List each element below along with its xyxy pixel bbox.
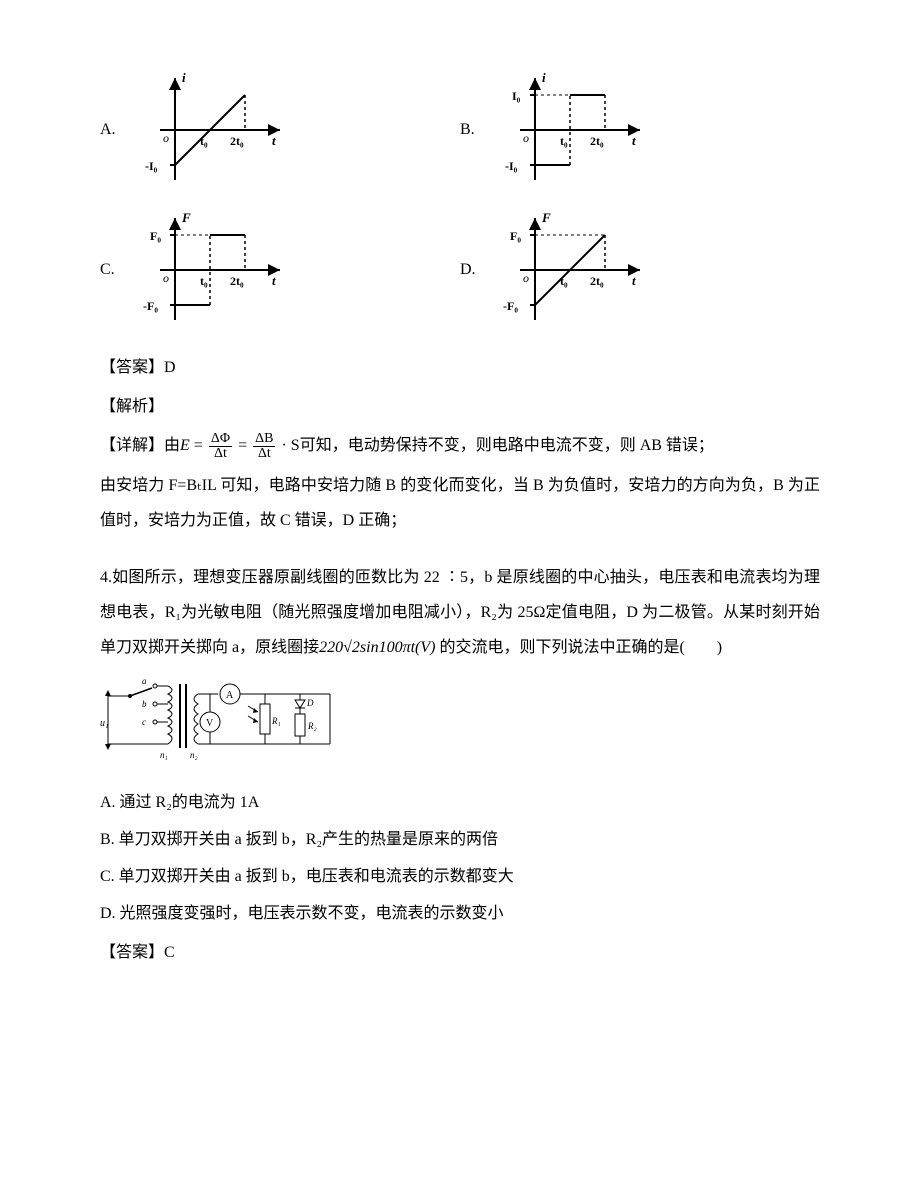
q4-stem-2: 的交流电，则下列说法中正确的是( ) xyxy=(439,639,722,656)
svg-text:2t₀: 2t₀ xyxy=(590,274,604,288)
q4-option-b: B. 单刀双掷开关由 a 扳到 b，R₂产生的热量是原来的两倍 xyxy=(100,822,820,857)
frac-1: ΔΦΔt xyxy=(209,432,232,461)
graph-row-2: C. F t o t₀ 2t₀ -F₀ F₀ xyxy=(100,210,820,330)
svg-text:o: o xyxy=(163,271,169,285)
origin-label: o xyxy=(163,131,169,145)
option-b-cell: B. i t o t₀ 2t₀ -I₀ I₀ xyxy=(460,70,820,190)
q4-stem-eq: 220√2sin100πt(V) xyxy=(319,639,435,656)
q4-option-a: A. 通过 R₂的电流为 1A xyxy=(100,785,820,820)
option-d-label: D. xyxy=(460,252,490,287)
svg-text:t: t xyxy=(272,273,276,288)
svg-text:R₂: R₂ xyxy=(307,721,317,731)
option-a-label: A. xyxy=(100,112,130,147)
option-a-cell: A. i t o t₀ 2t₀ -I₀ xyxy=(100,70,460,190)
svg-text:t: t xyxy=(632,133,636,148)
eq-S: · S xyxy=(281,437,299,454)
svg-text:V: V xyxy=(206,718,214,729)
graph-a: i t o t₀ 2t₀ -I₀ xyxy=(130,70,290,190)
q4-option-c: C. 单刀双掷开关由 a 扳到 b，电压表和电流表的示数都变大 xyxy=(100,859,820,894)
circuit-diagram: u₁ a b c n₁ n₂ A V xyxy=(100,674,820,777)
svg-text:i: i xyxy=(542,70,546,85)
svg-text:F₀: F₀ xyxy=(510,229,521,243)
svg-text:b: b xyxy=(142,699,147,709)
q3-detail-1: 【详解】由E = ΔΦΔt = ΔBΔt · S可知，电动势保持不变，则电路中电… xyxy=(100,428,820,463)
svg-text:2t₀: 2t₀ xyxy=(230,274,244,288)
svg-text:t: t xyxy=(632,273,636,288)
q3-analysis: 【解析】 xyxy=(100,389,820,424)
svg-text:2t₀: 2t₀ xyxy=(590,134,604,148)
option-d-cell: D. F t o t₀ 2t₀ -F₀ F₀ xyxy=(460,210,820,330)
q3-detail-2: 由安培力 F=BₜIL 可知，电路中安培力随 B 的变化而变化，当 B 为负值时… xyxy=(100,468,820,538)
svg-text:F₀: F₀ xyxy=(150,229,161,243)
svg-text:o: o xyxy=(523,271,529,285)
graph-b: i t o t₀ 2t₀ -I₀ I₀ xyxy=(490,70,650,190)
q4-stem: 4.如图所示，理想变压器原副线圈的匝数比为 22 ∶5，b 是原线圈的中心抽头，… xyxy=(100,560,820,666)
option-c-cell: C. F t o t₀ 2t₀ -F₀ F₀ xyxy=(100,210,460,330)
svg-text:I₀: I₀ xyxy=(512,89,521,103)
svg-text:F: F xyxy=(541,210,551,225)
graph-d: F t o t₀ 2t₀ -F₀ F₀ xyxy=(490,210,650,330)
svg-text:-I₀: -I₀ xyxy=(505,159,518,173)
yaxis-label: i xyxy=(182,70,186,85)
svg-text:F: F xyxy=(181,210,191,225)
eq-E: E xyxy=(180,437,190,454)
svg-text:o: o xyxy=(523,131,529,145)
t0-label: t₀ xyxy=(200,134,208,148)
svg-text:n₁: n₁ xyxy=(160,750,168,760)
q3-answer: 【答案】D xyxy=(100,350,820,385)
svg-text:D: D xyxy=(306,698,314,708)
q4-answer: 【答案】C xyxy=(100,935,820,970)
svg-text:-F₀: -F₀ xyxy=(143,299,158,313)
svg-text:R₁: R₁ xyxy=(271,716,281,726)
graph-c: F t o t₀ 2t₀ -F₀ F₀ xyxy=(130,210,290,330)
svg-text:n₂: n₂ xyxy=(190,750,198,760)
svg-text:t₀: t₀ xyxy=(200,274,208,288)
q4-option-d: D. 光照强度变强时，电压表示数不变，电流表的示数变小 xyxy=(100,896,820,931)
option-b-label: B. xyxy=(460,112,490,147)
svg-text:c: c xyxy=(142,717,146,727)
svg-text:-F₀: -F₀ xyxy=(503,299,518,313)
graph-row-1: A. i t o t₀ 2t₀ -I₀ B. xyxy=(100,70,820,190)
option-c-label: C. xyxy=(100,252,130,287)
svg-text:t₀: t₀ xyxy=(560,134,568,148)
svg-text:A: A xyxy=(226,690,234,701)
svg-text:t₀: t₀ xyxy=(560,274,568,288)
svg-text:a: a xyxy=(142,676,147,686)
eq-eq-2: = xyxy=(238,437,247,454)
detail-tail-1: 可知，电动势保持不变，则电路中电流不变，则 AB 错误； xyxy=(300,437,714,454)
detail-prefix: 【详解】由 xyxy=(100,437,180,454)
2t0-label: 2t₀ xyxy=(230,134,244,148)
eq-eq-1: = xyxy=(194,437,203,454)
negI0-label: -I₀ xyxy=(145,159,158,173)
frac-2: ΔBΔt xyxy=(253,432,275,461)
xaxis-label: t xyxy=(272,133,276,148)
svg-text:u₁: u₁ xyxy=(100,718,108,729)
